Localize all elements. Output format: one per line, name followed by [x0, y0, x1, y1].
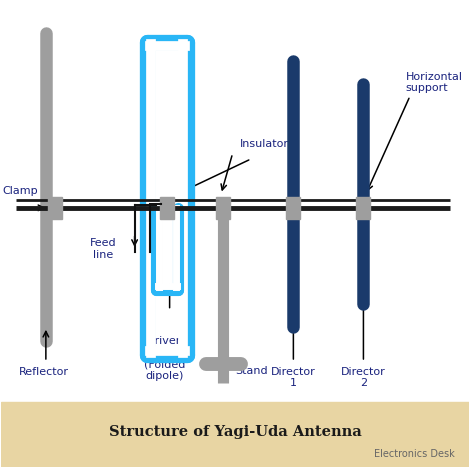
- Text: Feed
line: Feed line: [90, 238, 117, 260]
- Text: Insulator: Insulator: [240, 140, 289, 149]
- Text: Driven
Element
(Folded
dipole): Driven Element (Folded dipole): [142, 336, 188, 381]
- Text: Stand: Stand: [235, 366, 267, 376]
- Bar: [160, 197, 174, 219]
- Text: Reflector: Reflector: [18, 367, 69, 376]
- Bar: [216, 197, 230, 219]
- Bar: [286, 197, 300, 219]
- Bar: [1, 402, 469, 467]
- Bar: [48, 197, 62, 219]
- Bar: [356, 197, 370, 219]
- Text: Electronics Desk: Electronics Desk: [374, 449, 454, 459]
- Text: Horizontal
support: Horizontal support: [406, 72, 462, 93]
- Text: Clamp: Clamp: [2, 186, 38, 196]
- Text: Structure of Yagi-Uda Antenna: Structure of Yagi-Uda Antenna: [109, 425, 361, 439]
- Text: Director
1: Director 1: [271, 367, 316, 388]
- Text: Director
2: Director 2: [341, 367, 386, 388]
